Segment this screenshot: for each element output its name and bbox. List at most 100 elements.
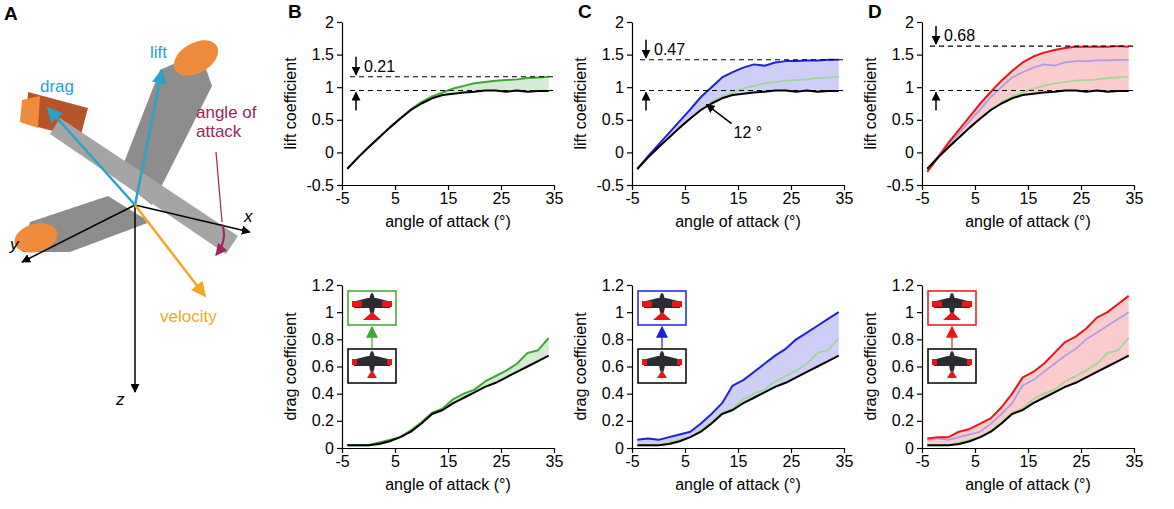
x-tick-label: 15	[440, 190, 458, 207]
diagram-label: z	[115, 390, 125, 409]
y-tick: 0.8	[602, 331, 632, 348]
x-tick: 25	[493, 185, 511, 207]
y-tick-mark	[917, 120, 922, 121]
y-tick: 2	[905, 14, 922, 31]
x-tick: -5	[915, 448, 929, 470]
reference-line	[640, 90, 844, 91]
y-tick-label: 1	[615, 304, 624, 321]
y-tick-label: 1.5	[312, 46, 334, 63]
icon-tip	[967, 359, 972, 365]
y-tick: 0	[615, 144, 632, 161]
bird-icon	[932, 351, 972, 378]
wing-tip	[11, 219, 61, 257]
y-tick-mark	[627, 87, 632, 88]
y-tick-mark	[337, 339, 342, 340]
x-tick-mark	[395, 448, 396, 453]
x-tick-label: 25	[783, 190, 801, 207]
y-tick-label: 0.2	[312, 412, 334, 429]
y-tick-mark	[917, 339, 922, 340]
y-tick-label: 0	[325, 440, 334, 457]
x-axis-title: angle of attack (°)	[385, 476, 511, 493]
x-axis: -55152535	[625, 185, 853, 207]
series-line	[637, 90, 838, 168]
y-tick-label: 0.2	[892, 412, 914, 429]
icon-tip	[932, 359, 937, 365]
y-axis-line	[342, 23, 343, 186]
x-tick-label: 35	[836, 190, 854, 207]
x-tick: 15	[730, 448, 748, 470]
y-axis-title: drag coefficient	[572, 312, 589, 421]
y-tick: 1.2	[892, 277, 922, 294]
y-tick: 0.8	[312, 331, 342, 348]
x-tick-label: -5	[335, 190, 349, 207]
y-tick-label: 1.5	[602, 46, 624, 63]
y-tick-mark	[917, 366, 922, 367]
y-tick-label: 0.4	[602, 385, 624, 402]
plot-area	[927, 296, 1128, 445]
y-axis: 00.20.40.60.811.2	[892, 277, 923, 457]
inset-box	[638, 349, 686, 383]
x-axis: -55152535	[915, 448, 1143, 470]
inset-box	[928, 291, 976, 325]
x-tick-label: 5	[971, 190, 980, 207]
annotation-arrow	[707, 105, 732, 124]
y-tick-label: 1	[325, 79, 334, 96]
inset-box	[928, 349, 976, 383]
series-line	[927, 60, 1128, 170]
angle-leader	[216, 152, 222, 222]
y-tick-label: 0.5	[892, 111, 914, 128]
icon-tail	[653, 312, 671, 320]
plot-area	[637, 312, 838, 445]
x-tick: -5	[625, 448, 639, 470]
y-axis-title: lift coefficient	[862, 57, 879, 150]
y-tick-mark	[627, 54, 632, 55]
x-tick: 5	[391, 185, 400, 207]
series-line	[347, 90, 548, 168]
x-axis-title: angle of attack (°)	[675, 476, 801, 493]
x-tick: 5	[971, 448, 980, 470]
y-tick-mark	[337, 152, 342, 153]
y-axis-title: lift coefficient	[572, 57, 589, 150]
y-tick: 0.4	[312, 385, 342, 402]
x-tick: 25	[1073, 448, 1091, 470]
y-tick: 0.5	[312, 111, 342, 128]
annotation: 0.21	[350, 57, 554, 111]
x-tick: -5	[625, 185, 639, 207]
icon-tail	[943, 312, 961, 320]
x-tick: 35	[1126, 448, 1144, 470]
series-line	[927, 90, 1128, 168]
y-tick: 0.2	[312, 412, 342, 429]
x-tick-mark	[922, 185, 923, 190]
y-tick-mark	[337, 87, 342, 88]
annotation-arrow	[645, 40, 647, 58]
panel-label: A	[4, 3, 18, 24]
configuration-inset	[638, 291, 686, 383]
y-tick-mark	[917, 285, 922, 286]
x-tick-mark	[685, 185, 686, 190]
annotation: 0.68	[930, 26, 1134, 110]
series-line	[927, 296, 1128, 439]
x-tick: 15	[440, 185, 458, 207]
y-tick-label: -0.5	[596, 177, 624, 194]
y-tick-mark	[337, 366, 342, 367]
x-tick: 35	[546, 448, 564, 470]
inset-box	[348, 349, 396, 383]
y-tick-label: 0.4	[892, 385, 914, 402]
y-tick: 1	[615, 304, 632, 321]
y-tick-mark	[627, 339, 632, 340]
series-line	[927, 338, 1128, 445]
panel-label: C	[578, 1, 592, 22]
y-tick: 0	[615, 440, 632, 457]
diagram-label: x	[243, 207, 253, 226]
x-tick-label: -5	[335, 453, 349, 470]
annotation: 12 °	[707, 105, 763, 141]
y-tick: 0.5	[892, 111, 922, 128]
y-tick: 0	[905, 440, 922, 457]
annotation-arrow	[355, 57, 357, 75]
y-tick-label: 0.4	[312, 385, 334, 402]
reference-line	[350, 76, 554, 77]
y-tick-mark	[337, 312, 342, 313]
icon-tip	[962, 301, 972, 307]
y-tick: 1	[615, 79, 632, 96]
inset-box	[638, 291, 686, 325]
